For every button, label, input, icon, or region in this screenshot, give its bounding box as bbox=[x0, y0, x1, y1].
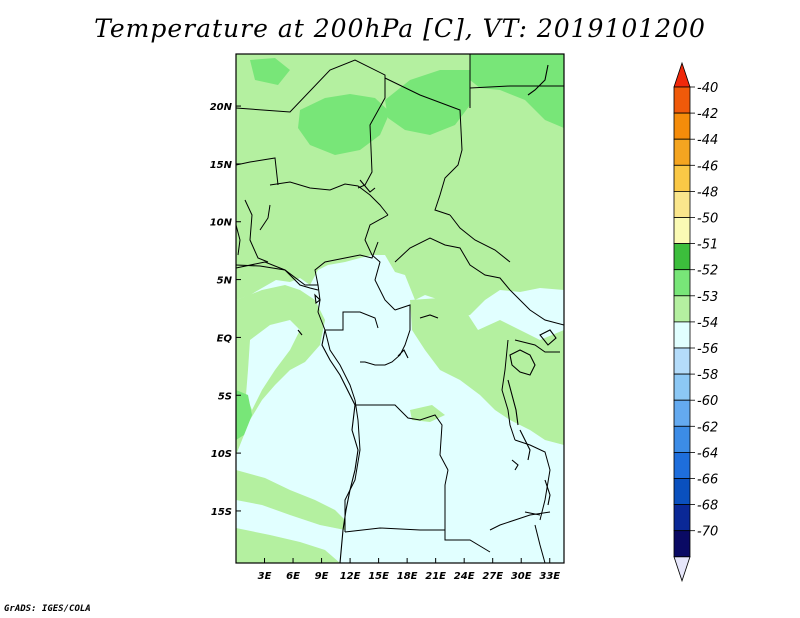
temperature-region-dark-2 bbox=[385, 70, 470, 135]
map-frame bbox=[235, 53, 565, 564]
colorbar-label: -58 bbox=[697, 368, 718, 383]
coastlines bbox=[236, 64, 557, 563]
colorbar-box bbox=[673, 321, 691, 349]
colorbar-label: -60 bbox=[697, 394, 718, 409]
colorbar-box bbox=[673, 86, 691, 114]
colorbar-label: -64 bbox=[697, 446, 718, 461]
colorbar-label: -52 bbox=[697, 264, 718, 279]
longitude-axis: 3E 6E 9E 12E 15E 18E 21E 24E 27E 30E 33E bbox=[258, 558, 560, 582]
latitude-axis: 20N 15N 10N 5N EQ 5S 10S 15S bbox=[210, 102, 241, 518]
colorbar-box bbox=[673, 504, 691, 532]
colorbar-box bbox=[673, 295, 691, 323]
temperature-patch-1 bbox=[410, 405, 445, 422]
lon-tick-label: 21E bbox=[425, 571, 446, 582]
colorbar-label: -42 bbox=[697, 107, 718, 122]
temperature-region-west-cool bbox=[246, 320, 300, 410]
lat-tick-label: 5S bbox=[218, 391, 232, 402]
colorbar-box bbox=[673, 347, 691, 375]
lon-tick-label: 9E bbox=[315, 571, 329, 582]
lon-tick-label: 18E bbox=[397, 571, 418, 582]
colorbar-box bbox=[673, 164, 691, 192]
lon-tick-label: 30E bbox=[511, 571, 532, 582]
temperature-region-dark-5 bbox=[236, 390, 252, 440]
colorbar-box bbox=[673, 478, 691, 506]
credit-label: GrADS: IGES/COLA bbox=[4, 604, 91, 614]
temperature-region-congo bbox=[410, 298, 564, 445]
colorbar-box bbox=[673, 530, 691, 558]
lon-tick-label: 6E bbox=[286, 571, 300, 582]
colorbar-box bbox=[673, 269, 691, 297]
colorbar: -40 -42 -44 -46 -48 -50 -51 -52 -53 -54 -56 -58 -60 -… bbox=[673, 61, 718, 583]
lat-tick-label: 10N bbox=[210, 218, 233, 229]
colorbar-box bbox=[673, 190, 691, 218]
temperature-region-southwest bbox=[236, 470, 345, 530]
lon-tick-label: 3E bbox=[258, 571, 272, 582]
temperature-region-dark-1 bbox=[298, 94, 390, 155]
lon-tick-label: 15E bbox=[368, 571, 389, 582]
colorbar-label: -70 bbox=[697, 525, 718, 540]
colorbar-label: -40 bbox=[697, 81, 718, 96]
colorbar-label: -51 bbox=[697, 238, 718, 253]
temperature-patch-2 bbox=[430, 225, 470, 252]
lon-tick-label: 12E bbox=[340, 571, 361, 582]
colorbar-box bbox=[673, 112, 691, 140]
map-area bbox=[236, 54, 564, 563]
colorbar-label: -56 bbox=[697, 342, 718, 357]
lat-tick-label: 15S bbox=[211, 507, 232, 518]
colorbar-label: -48 bbox=[697, 185, 718, 200]
colorbar-label: -54 bbox=[697, 316, 718, 331]
temperature-region-dark-4 bbox=[250, 58, 290, 85]
lat-tick-label: 10S bbox=[211, 449, 232, 460]
lat-tick-label: 15N bbox=[210, 160, 233, 171]
colorbar-box bbox=[673, 138, 691, 166]
colorbar-box bbox=[673, 425, 691, 453]
lon-tick-label: 33E bbox=[539, 571, 560, 582]
colorbar-box bbox=[673, 217, 691, 245]
temperature-region-dark-3 bbox=[470, 54, 564, 128]
colorbar-label: -62 bbox=[697, 420, 718, 435]
lat-tick-label: 5N bbox=[217, 276, 233, 287]
colorbar-label: -50 bbox=[697, 212, 718, 227]
lon-tick-label: 27E bbox=[482, 571, 503, 582]
temperature-region-west bbox=[236, 285, 325, 455]
colorbar-box bbox=[673, 373, 691, 401]
colorbar-label: -68 bbox=[697, 499, 718, 514]
lon-tick-label: 24E bbox=[454, 571, 475, 582]
colorbar-label: -66 bbox=[697, 473, 718, 488]
lat-tick-label: EQ bbox=[217, 333, 233, 344]
lat-tick-label: 20N bbox=[210, 102, 233, 113]
colorbar-label: -44 bbox=[697, 133, 718, 148]
colorbar-arrow-bottom bbox=[673, 556, 691, 583]
map-title: Temperature at 200hPa [C], VT: 201910120… bbox=[94, 14, 706, 43]
temperature-region-southwest-2 bbox=[236, 528, 340, 563]
colorbar-box bbox=[673, 243, 691, 271]
colorbar-arrow-top bbox=[673, 61, 691, 88]
colorbar-label: -46 bbox=[697, 159, 718, 174]
colorbar-box bbox=[673, 451, 691, 479]
colorbar-box bbox=[673, 399, 691, 427]
colorbar-label: -53 bbox=[697, 290, 718, 305]
